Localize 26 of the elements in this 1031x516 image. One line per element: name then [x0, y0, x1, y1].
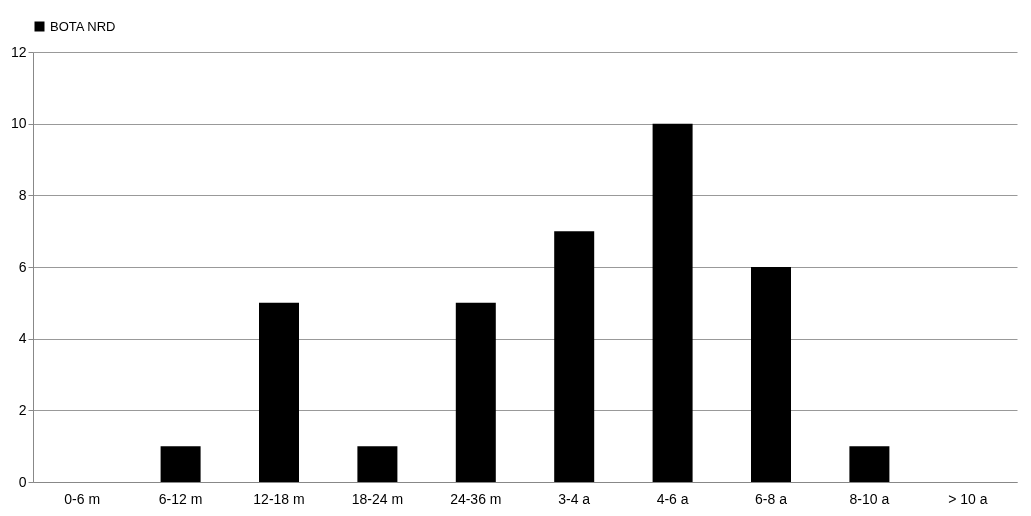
y-tick-label: 2 — [18, 401, 27, 418]
x-tick-label: 0-6 m — [64, 490, 101, 507]
y-tick-label: 6 — [18, 258, 27, 275]
bar — [554, 231, 595, 482]
y-tick-label: 12 — [10, 43, 27, 60]
x-tick-label: 4-6 a — [656, 490, 689, 507]
y-tick-label: 4 — [18, 330, 27, 347]
x-tick-label: 12-18 m — [253, 490, 305, 507]
x-tick-label: 8-10 a — [849, 490, 890, 507]
bar — [357, 446, 398, 482]
x-tick-label: 18-24 m — [351, 490, 404, 507]
x-tick-label: 6-12 m — [158, 490, 203, 507]
y-tick-label: 10 — [10, 115, 27, 132]
bar — [652, 123, 693, 482]
bar — [455, 302, 496, 482]
x-tick-label: 6-8 a — [755, 490, 788, 507]
bar — [751, 267, 791, 482]
y-tick-label: 8 — [18, 186, 27, 203]
bar — [160, 446, 201, 482]
bar — [849, 446, 890, 482]
x-tick-label: 24-36 m — [450, 490, 502, 507]
x-tick-label: > 10 a — [948, 490, 988, 507]
legend-label: BOTA NRD — [50, 18, 116, 34]
x-tick-label: 3-4 a — [558, 490, 591, 507]
y-tick-label: 0 — [18, 473, 27, 490]
bar — [259, 302, 299, 482]
